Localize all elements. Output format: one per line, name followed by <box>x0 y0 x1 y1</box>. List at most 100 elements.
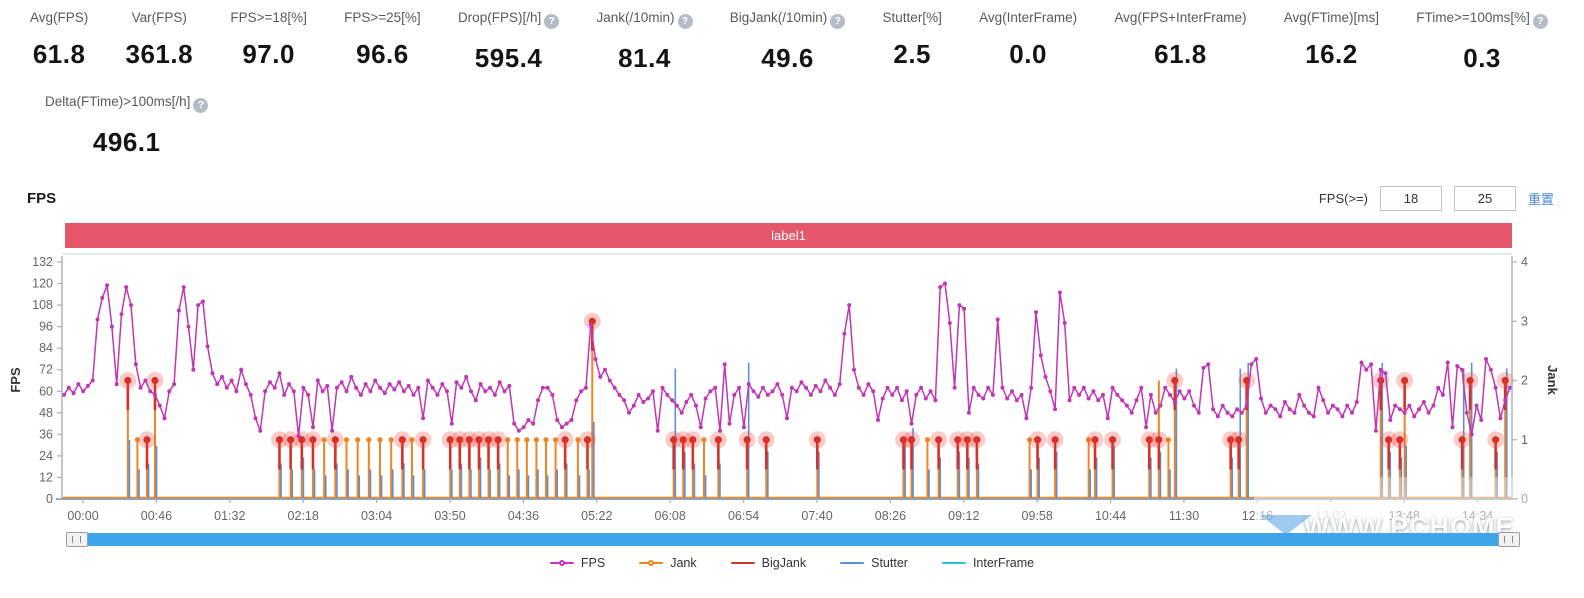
fps-section-title: FPS <box>27 190 57 207</box>
svg-text:12: 12 <box>39 470 53 484</box>
metric-label: FTime>=100ms[%] <box>1416 10 1548 29</box>
svg-text:00:00: 00:00 <box>67 509 98 523</box>
metric-value: 49.6 <box>761 43 814 73</box>
metric-bigjank: BigJank(/10min) 49.6 <box>730 10 846 74</box>
svg-text:72: 72 <box>39 363 53 377</box>
svg-text:01:32: 01:32 <box>214 509 245 523</box>
help-icon[interactable] <box>544 14 560 29</box>
svg-text:4: 4 <box>1521 255 1528 269</box>
svg-text:02:18: 02:18 <box>288 509 319 523</box>
metric-value: 81.4 <box>618 43 671 73</box>
metric-label: Var(FPS) <box>131 10 187 25</box>
svg-text:09:12: 09:12 <box>948 509 979 523</box>
legend-item-fps[interactable]: FPS <box>549 556 606 570</box>
metric-fps-ge-25: FPS>=25[%] 96.6 <box>344 10 421 74</box>
fps-threshold-max-input[interactable] <box>1453 186 1516 211</box>
svg-text:1: 1 <box>1521 433 1528 447</box>
metric-value: 96.6 <box>356 39 409 69</box>
svg-text:48: 48 <box>39 406 53 420</box>
stutter-series-swatch <box>840 561 865 565</box>
fps-chart-area: 0 12 24 36 48 60 72 84 96 108 120 132 0 1 2 3 4 00:00 00:4… <box>0 250 1584 547</box>
interframe-series-swatch <box>941 561 966 565</box>
svg-text:0: 0 <box>1521 492 1528 506</box>
reset-link[interactable]: 重置 <box>1527 192 1554 207</box>
metric-label: FPS>=25[%] <box>344 10 421 25</box>
svg-text:12:16: 12:16 <box>1242 509 1273 523</box>
svg-text:2: 2 <box>1521 374 1528 388</box>
legend-label: FPS <box>580 556 606 570</box>
svg-text:3: 3 <box>1521 314 1528 328</box>
svg-text:09:58: 09:58 <box>1022 509 1053 523</box>
legend-item-jank[interactable]: Jank <box>639 556 697 570</box>
metric-var-fps: Var(FPS) 361.8 <box>126 10 194 74</box>
metric-value: 496.1 <box>92 127 161 157</box>
fps-threshold-label: FPS(>=) <box>1318 191 1368 206</box>
metric-value: 595.4 <box>474 43 543 73</box>
svg-text:0: 0 <box>46 492 53 506</box>
svg-text:13:48: 13:48 <box>1389 509 1420 523</box>
metric-label: Stutter[%] <box>882 10 942 25</box>
svg-text:132: 132 <box>32 255 53 269</box>
metric-avg-fps-interframe: Avg(FPS+InterFrame) 61.8 <box>1114 10 1246 74</box>
svg-text:03:04: 03:04 <box>361 509 392 523</box>
metric-delta-ftime: Delta(FTime)>100ms[/h] 496.1 <box>45 94 209 158</box>
metric-label: FPS>=18[%] <box>230 10 307 25</box>
horizontal-scrollbar[interactable] <box>66 532 1520 547</box>
legend-item-stutter[interactable]: Stutter <box>840 556 908 570</box>
help-icon[interactable] <box>193 98 209 113</box>
metric-fps-ge-18: FPS>=18[%] 97.0 <box>230 10 307 74</box>
metric-avg-interframe: Avg(InterFrame) 0.0 <box>979 10 1077 74</box>
fps-threshold-min-input[interactable] <box>1379 186 1442 211</box>
legend-marker-dot <box>558 560 565 566</box>
svg-text:FPS: FPS <box>8 367 23 393</box>
metric-value: 0.3 <box>1463 43 1501 73</box>
svg-text:36: 36 <box>39 427 53 441</box>
help-icon[interactable] <box>830 14 846 29</box>
metric-stutter: Stutter[%] 2.5 <box>883 10 942 74</box>
metric-value: 0.0 <box>1009 39 1047 69</box>
svg-text:14:34: 14:34 <box>1462 509 1493 523</box>
svg-text:00:46: 00:46 <box>141 509 172 523</box>
metric-label: Avg(FPS+InterFrame) <box>1114 10 1247 25</box>
chart-legend: FPS Jank BigJank Stutter InterFrame <box>0 556 1584 570</box>
help-icon[interactable] <box>677 14 693 29</box>
chart-label-banner: label1 <box>65 223 1512 248</box>
metric-label: Avg(FTime)[ms] <box>1283 10 1380 25</box>
metric-avg-ftime: Avg(FTime)[ms] 16.2 <box>1284 10 1379 74</box>
legend-label: InterFrame <box>972 556 1035 570</box>
svg-text:08:26: 08:26 <box>875 509 906 523</box>
legend-item-interframe[interactable]: InterFrame <box>941 556 1035 570</box>
scrollbar-right-handle[interactable] <box>1498 532 1520 547</box>
metric-label: Drop(FPS)[/h] <box>458 10 560 29</box>
metric-label: Jank(/10min) <box>596 10 693 29</box>
metric-value: 61.8 <box>1154 39 1207 69</box>
svg-text:84: 84 <box>39 341 53 355</box>
svg-text:06:08: 06:08 <box>655 509 686 523</box>
metric-ftime-ge-100ms: FTime>=100ms[%] 0.3 <box>1416 10 1548 74</box>
svg-text:06:54: 06:54 <box>728 509 759 523</box>
metric-jank: Jank(/10min) 81.4 <box>596 10 693 74</box>
metric-value: 97.0 <box>242 39 295 69</box>
bigjank-series-swatch <box>730 561 755 565</box>
scrollbar-track[interactable] <box>66 533 1520 546</box>
metric-value: 61.8 <box>32 39 86 69</box>
svg-text:108: 108 <box>32 298 53 312</box>
metric-value: 16.2 <box>1305 39 1358 69</box>
metric-label: BigJank(/10min) <box>730 10 846 29</box>
legend-marker-dot <box>648 560 655 566</box>
svg-text:04:36: 04:36 <box>508 509 539 523</box>
fps-series-swatch <box>549 560 574 566</box>
metric-label: Avg(InterFrame) <box>979 10 1078 25</box>
legend-item-bigjank[interactable]: BigJank <box>730 556 806 570</box>
metric-label: Avg(FPS) <box>30 10 89 25</box>
metric-value: 2.5 <box>893 39 932 69</box>
svg-text:05:22: 05:22 <box>581 509 612 523</box>
metric-value: 361.8 <box>125 39 194 69</box>
scrollbar-left-handle[interactable] <box>66 532 88 547</box>
svg-text:11:30: 11:30 <box>1169 509 1199 523</box>
svg-text:24: 24 <box>39 449 53 463</box>
help-icon[interactable] <box>1532 14 1548 29</box>
svg-text:13:02: 13:02 <box>1315 509 1346 523</box>
metric-drop-fps: Drop(FPS)[/h] 595.4 <box>458 10 560 74</box>
